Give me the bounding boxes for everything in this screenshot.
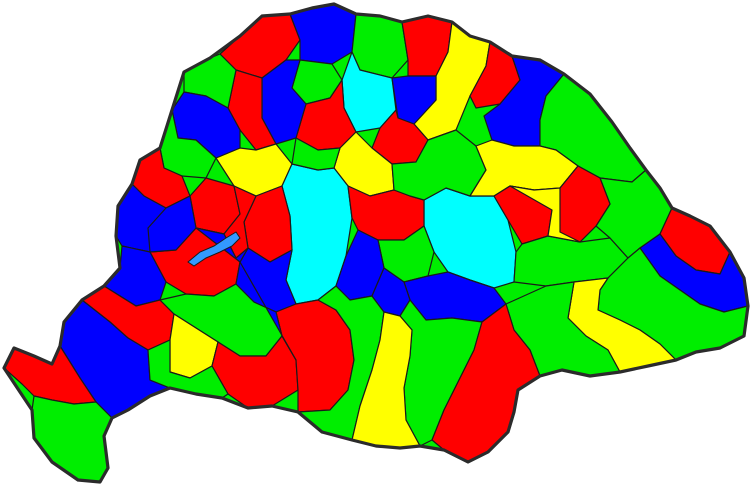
region-51[interactable] xyxy=(147,339,229,399)
region-03[interactable] xyxy=(351,13,409,79)
region-63[interactable] xyxy=(291,137,341,171)
region-64[interactable] xyxy=(195,227,297,361)
region-61[interactable] xyxy=(147,195,197,253)
region-58[interactable] xyxy=(31,395,113,482)
lake-balaton xyxy=(187,231,241,267)
region-02[interactable] xyxy=(289,4,357,65)
region-59[interactable] xyxy=(559,165,611,243)
